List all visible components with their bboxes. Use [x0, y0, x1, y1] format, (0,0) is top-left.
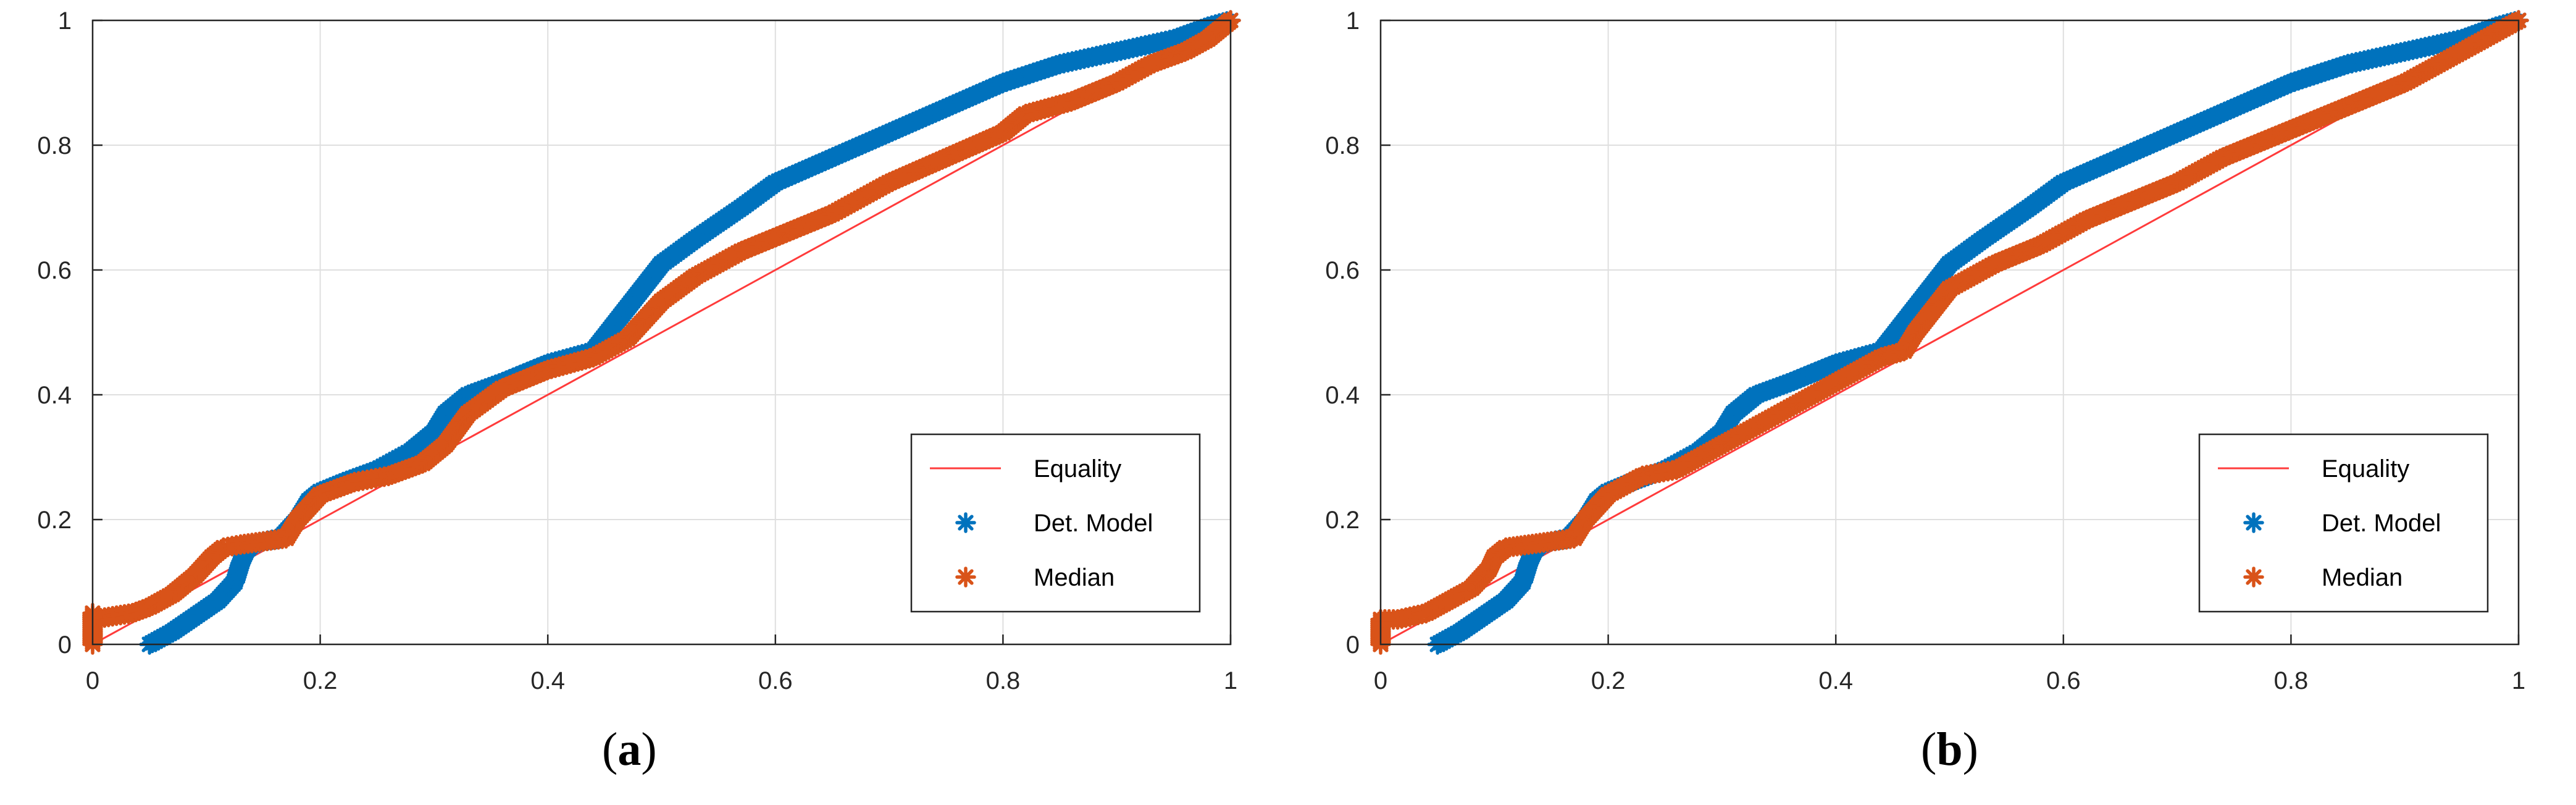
x-tick-label: 0.6: [2046, 667, 2081, 694]
caption-b-letter: b: [1936, 723, 1963, 775]
y-tick-label: 0.6: [1325, 257, 1360, 284]
series-det-model: [1427, 10, 2529, 655]
y-tick-label: 0.8: [37, 132, 72, 159]
y-tick-label: 0: [1346, 631, 1360, 659]
chart-a: 0 0.2 0.4 0.6 0.8 1 0 0.2 0.4 0.6 0.8 1 Equality Det.…: [37, 7, 1241, 694]
x-tick-label: 0.2: [1591, 667, 1626, 694]
series-median: [82, 10, 1241, 655]
y-tick-label: 0.8: [1325, 132, 1360, 159]
y-tick-label: 0.2: [1325, 507, 1360, 534]
legend-median-swatch: [955, 567, 976, 588]
x-tick-label: 0.4: [1818, 667, 1853, 694]
x-tick-label: 0.8: [2274, 667, 2309, 694]
chart-panel-b: 0 0.2 0.4 0.6 0.8 1 0 0.2 0.4 0.6 0.8 1 Equality Det.…: [1288, 0, 2576, 805]
chart-panel-a: 0 0.2 0.4 0.6 0.8 1 0 0.2 0.4 0.6 0.8 1 Equality Det.…: [37, 7, 1241, 775]
series-median: [1370, 10, 2529, 655]
legend-equality-label: Equality: [1034, 455, 1121, 483]
legend-det-model-swatch: [955, 512, 976, 533]
caption-a-letter: a: [617, 723, 642, 775]
y-tick-label: 0: [58, 631, 72, 659]
axes-box: [1379, 19, 2520, 646]
legend-det-model-label: Det. Model: [2322, 510, 2441, 537]
y-tick-label: 1: [58, 7, 72, 35]
x-tick-label: 0.6: [758, 667, 793, 694]
y-tick-label: 0.6: [37, 257, 72, 284]
x-tick-label: 1: [1224, 667, 1237, 694]
legend-median-label: Median: [2322, 564, 2402, 591]
tick-labels: 0 0.2 0.4 0.6 0.8 1 0 0.2 0.4 0.6 0.8 1: [1325, 7, 2525, 694]
x-tick-label: 0: [86, 667, 99, 694]
legend: Equality Det. Model Median: [2198, 433, 2489, 613]
legend-median-swatch: [2243, 567, 2264, 588]
x-tick-label: 1: [2512, 667, 2525, 694]
caption-b: (b): [1921, 723, 1978, 775]
x-tick-label: 0.8: [986, 667, 1021, 694]
caption-a: (a): [602, 723, 657, 775]
x-tick-label: 0: [1374, 667, 1387, 694]
x-tick-label: 0.4: [530, 667, 565, 694]
legend-median-label: Median: [1034, 564, 1114, 591]
y-tick-label: 0.4: [37, 382, 72, 409]
chart-b: 0 0.2 0.4 0.6 0.8 1 0 0.2 0.4 0.6 0.8 1 Equality Det.…: [1325, 7, 2529, 694]
y-tick-label: 0.2: [37, 507, 72, 534]
legend-det-model-label: Det. Model: [1034, 510, 1153, 537]
legend: Equality Det. Model Median: [910, 433, 1201, 613]
legend-det-model-swatch: [2243, 512, 2264, 533]
x-tick-label: 0.2: [303, 667, 338, 694]
legend-equality-label: Equality: [2322, 455, 2409, 483]
y-tick-label: 1: [1346, 7, 1360, 35]
tick-labels: 0 0.2 0.4 0.6 0.8 1 0 0.2 0.4 0.6 0.8 1: [37, 7, 1237, 694]
y-tick-label: 0.4: [1325, 382, 1360, 409]
axes-box: [91, 19, 1232, 646]
